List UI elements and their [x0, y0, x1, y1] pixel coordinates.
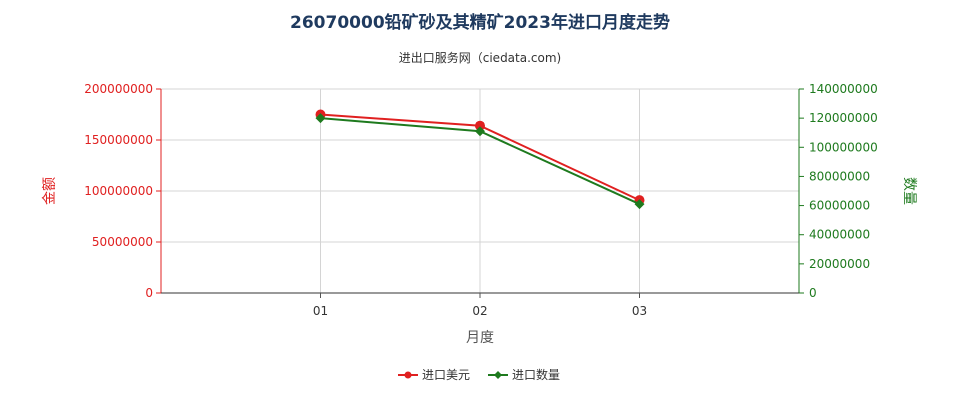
left-tick-label: 100000000 [84, 184, 153, 198]
left-tick-label: 150000000 [84, 133, 153, 147]
x-tick-label: 03 [632, 304, 647, 318]
x-axis-ticks: 01 02 03 [313, 293, 647, 318]
legend: 进口美元 进口数量 [398, 367, 560, 382]
right-tick-label: 0 [809, 286, 817, 300]
left-tick-label: 50000000 [92, 235, 153, 249]
chart-title: 26070000铅矿砂及其精矿2023年进口月度走势 [290, 12, 670, 33]
right-tick-label: 20000000 [809, 257, 870, 271]
left-tick-label: 200000000 [84, 82, 153, 96]
right-tick-label: 80000000 [809, 169, 870, 183]
left-axis-label: 金额 [42, 177, 58, 205]
right-tick-label: 140000000 [809, 82, 878, 96]
grid-lines [161, 89, 799, 293]
chart-subtitle: 进出口服务网（ciedata.com) [399, 50, 561, 65]
right-tick-label: 100000000 [809, 140, 878, 154]
right-axis-label: 数量 [901, 177, 917, 205]
left-tick-label: 0 [145, 286, 153, 300]
x-axis-label: 月度 [466, 330, 494, 346]
right-tick-label: 60000000 [809, 199, 870, 213]
right-tick-label: 40000000 [809, 228, 870, 242]
x-tick-label: 01 [313, 304, 328, 318]
right-tick-label: 120000000 [809, 111, 878, 125]
x-tick-label: 02 [472, 304, 487, 318]
left-axis-ticks: 0 50000000 100000000 150000000 200000000 [84, 82, 161, 300]
legend-swatch-marker [494, 371, 502, 379]
right-axis-ticks: 0 20000000 40000000 60000000 80000000 1000000… [799, 82, 878, 300]
legend-label[interactable]: 进口美元 [422, 368, 470, 382]
legend-swatch-marker [405, 372, 412, 379]
legend-label[interactable]: 进口数量 [512, 367, 560, 382]
